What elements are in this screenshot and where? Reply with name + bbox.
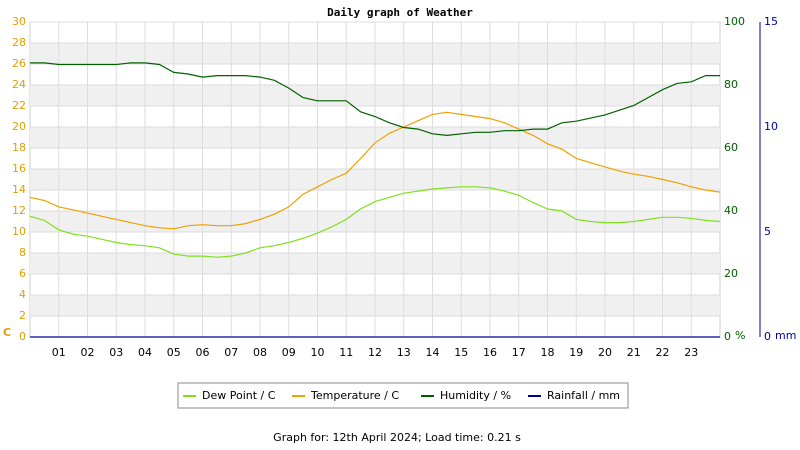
y-tick-label: 0 bbox=[19, 330, 26, 343]
y2-tick-label: 100 bbox=[724, 15, 745, 28]
series-line bbox=[30, 62, 720, 137]
x-tick-label: 01 bbox=[52, 346, 66, 359]
x-tick-label: 20 bbox=[598, 346, 612, 359]
x-tick-label: 13 bbox=[397, 346, 411, 359]
y2-tick-label: 60 bbox=[724, 141, 738, 154]
x-tick-label: 12 bbox=[368, 346, 382, 359]
x-tick-label: 19 bbox=[569, 346, 583, 359]
y3-tick-label: 0 bbox=[764, 330, 771, 343]
x-tick-label: 07 bbox=[224, 346, 238, 359]
y3-tick-label: 10 bbox=[764, 120, 778, 133]
y-tick-label: 10 bbox=[12, 225, 26, 238]
y-tick-label: 26 bbox=[12, 57, 26, 70]
x-tick-label: 23 bbox=[684, 346, 698, 359]
x-tick-label: 16 bbox=[483, 346, 497, 359]
x-tick-label: 05 bbox=[167, 346, 181, 359]
x-tick-label: 04 bbox=[138, 346, 152, 359]
series-line bbox=[29, 186, 721, 258]
y-tick-label: 18 bbox=[12, 141, 26, 154]
y2-tick-label: 80 bbox=[724, 78, 738, 91]
y-tick-label: 8 bbox=[19, 246, 26, 259]
x-tick-label: 22 bbox=[656, 346, 670, 359]
x-tick-label: 09 bbox=[282, 346, 296, 359]
x-tick-label: 10 bbox=[311, 346, 325, 359]
x-tick-label: 03 bbox=[109, 346, 123, 359]
y-tick-label: 22 bbox=[12, 99, 26, 112]
y-tick-label: 24 bbox=[12, 78, 26, 91]
y3-tick-label: 15 bbox=[764, 15, 778, 28]
chart-title: Daily graph of Weather bbox=[327, 6, 473, 19]
x-tick-label: 21 bbox=[627, 346, 641, 359]
footer: Graph for: 12th April 2024; Load time: 0… bbox=[273, 431, 521, 444]
series-line bbox=[29, 111, 721, 230]
y-tick-label: 28 bbox=[12, 36, 26, 49]
y2-tick-label: 20 bbox=[724, 267, 738, 280]
y-tick-label: 16 bbox=[12, 162, 26, 175]
x-tick-label: 08 bbox=[253, 346, 267, 359]
x-tick-label: 17 bbox=[512, 346, 526, 359]
y2-unit: % bbox=[735, 329, 745, 342]
y-unit: C bbox=[3, 326, 11, 339]
y3-tick-label: 5 bbox=[764, 225, 771, 238]
legend-label: Dew Point / C bbox=[202, 389, 276, 402]
legend-box bbox=[177, 382, 629, 409]
y-tick-label: 14 bbox=[12, 183, 26, 196]
y-tick-label: 20 bbox=[12, 120, 26, 133]
x-tick-label: 15 bbox=[454, 346, 468, 359]
y-tick-label: 12 bbox=[12, 204, 26, 217]
x-tick-label: 06 bbox=[196, 346, 210, 359]
y3-unit: mm bbox=[775, 329, 796, 342]
y-tick-label: 30 bbox=[12, 15, 26, 28]
y2-tick-label: 0 bbox=[724, 330, 731, 343]
x-tick-label: 11 bbox=[339, 346, 353, 359]
y-tick-label: 4 bbox=[19, 288, 26, 301]
legend-label: Rainfall / mm bbox=[547, 389, 620, 402]
y-tick-label: 6 bbox=[19, 267, 26, 280]
y2-tick-label: 40 bbox=[724, 204, 738, 217]
x-tick-label: 02 bbox=[81, 346, 95, 359]
x-tick-label: 18 bbox=[541, 346, 555, 359]
x-tick-label: 14 bbox=[426, 346, 440, 359]
legend-label: Humidity / % bbox=[440, 389, 511, 402]
y-tick-label: 2 bbox=[19, 309, 26, 322]
legend-label: Temperature / C bbox=[310, 389, 399, 402]
